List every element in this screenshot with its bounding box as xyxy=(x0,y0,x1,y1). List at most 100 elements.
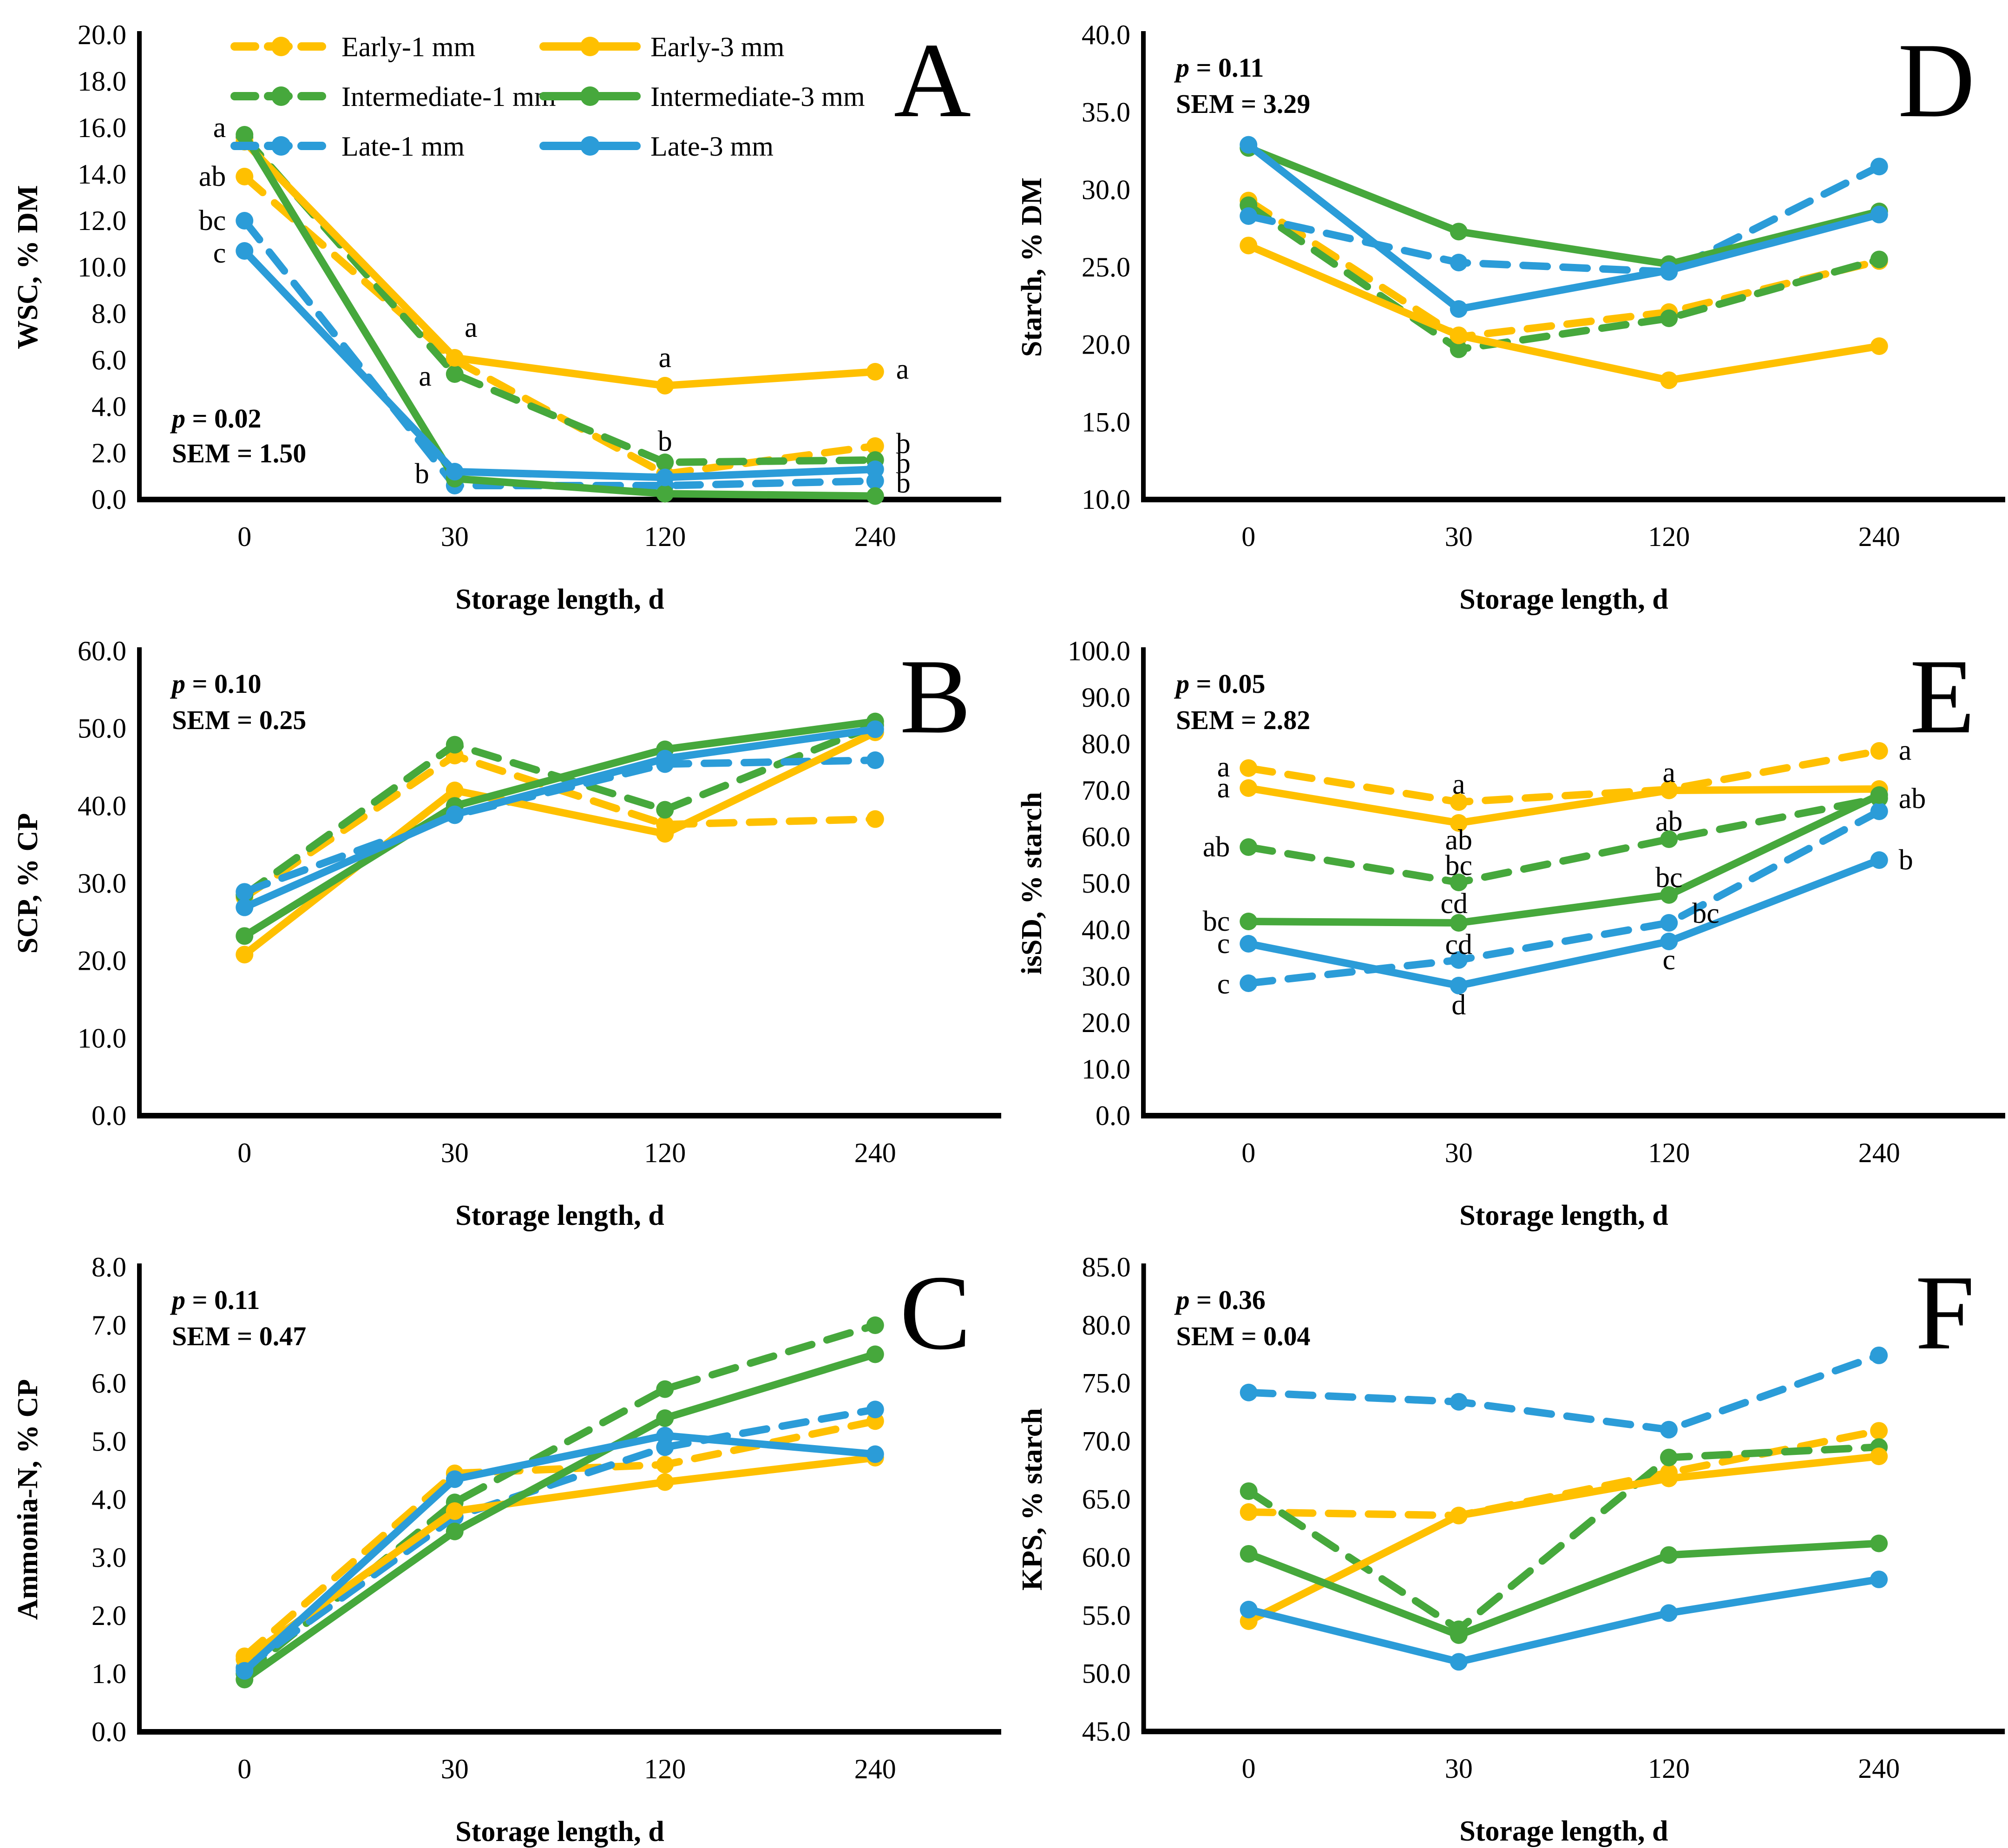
data-point-marker xyxy=(1240,1600,1258,1618)
y-tick-label: 3.0 xyxy=(92,1542,126,1573)
data-point-marker xyxy=(236,212,254,230)
y-tick-label: 70.0 xyxy=(1082,1426,1131,1457)
sem-value-text: SEM = 1.50 xyxy=(172,438,306,468)
data-point-marker xyxy=(236,1662,254,1680)
data-point-marker xyxy=(236,168,254,185)
data-point-marker xyxy=(656,454,674,471)
data-point-marker xyxy=(866,751,884,769)
data-point-marker xyxy=(866,810,884,828)
significance-letter: ab xyxy=(1203,831,1230,863)
x-axis-title: Storage length, d xyxy=(455,1200,664,1231)
data-point-marker xyxy=(1450,1393,1468,1411)
data-point-marker xyxy=(656,1473,674,1491)
data-point-marker xyxy=(1660,782,1678,799)
data-point-marker xyxy=(1870,851,1888,869)
data-point-marker xyxy=(1450,874,1468,891)
y-tick-label: 4.0 xyxy=(92,1484,126,1515)
significance-letter: b xyxy=(896,467,911,499)
x-tick-label: 30 xyxy=(1445,1753,1473,1784)
y-tick-label: 90.0 xyxy=(1082,682,1130,713)
x-tick-label: 30 xyxy=(441,1754,469,1784)
data-point-marker xyxy=(1660,886,1678,904)
significance-letter: c xyxy=(1217,928,1230,960)
data-point-marker xyxy=(1240,935,1258,953)
data-point-marker xyxy=(236,883,254,901)
data-point-marker xyxy=(446,1522,464,1540)
x-tick-label: 120 xyxy=(644,1138,686,1168)
significance-letter: bc xyxy=(1692,898,1719,929)
data-point-marker xyxy=(1240,913,1258,930)
significance-letter: b xyxy=(415,458,429,490)
significance-letter: c xyxy=(213,237,226,269)
data-point-marker xyxy=(1660,933,1678,950)
y-tick-label: 50.0 xyxy=(1082,1658,1131,1689)
x-tick-label: 120 xyxy=(1648,521,1690,552)
data-point-marker xyxy=(1660,1604,1678,1622)
y-tick-label: 2.0 xyxy=(92,1600,126,1631)
sem-value-text: SEM = 0.47 xyxy=(172,1321,306,1351)
chart-canvas-scp: 0.0 10.0 20.0 30.0 40.0 50.0 60.0 0 30 120 240 Stor… xyxy=(12,636,1001,1231)
y-tick-label: 20.0 xyxy=(78,946,126,976)
y-axis-title: isSD, % starch xyxy=(1016,792,1048,974)
x-tick-label: 240 xyxy=(854,521,896,552)
data-point-marker xyxy=(1240,136,1258,154)
data-point-marker xyxy=(1870,1346,1888,1364)
series-line xyxy=(1245,784,1883,827)
x-tick-label: 0 xyxy=(237,521,251,552)
data-point-marker xyxy=(656,801,674,819)
y-tick-label: 8.0 xyxy=(92,298,126,329)
legend-swatch-marker xyxy=(271,37,291,56)
sem-value-text: SEM = 2.82 xyxy=(1176,705,1310,735)
data-point-marker xyxy=(1240,207,1258,225)
data-point-marker xyxy=(866,1345,884,1363)
significance-letter: b xyxy=(896,428,911,460)
p-value-text: p = 0.11 xyxy=(1174,53,1264,83)
data-point-marker xyxy=(1660,1469,1678,1487)
data-point-marker xyxy=(866,437,884,455)
data-point-marker xyxy=(1240,1545,1258,1563)
y-tick-label: 0.0 xyxy=(92,484,126,515)
y-tick-label: 75.0 xyxy=(1082,1368,1131,1399)
data-point-marker xyxy=(1240,1482,1258,1500)
series-line xyxy=(241,1432,879,1675)
data-point-marker xyxy=(866,363,884,381)
data-point-marker xyxy=(866,487,884,505)
y-tick-label: 5.0 xyxy=(92,1426,126,1457)
series-line xyxy=(1245,163,1883,276)
x-tick-label: 240 xyxy=(854,1754,896,1784)
data-point-marker xyxy=(656,750,674,768)
y-tick-label: 65.0 xyxy=(1082,1484,1131,1515)
significance-letter: ab xyxy=(1655,806,1683,837)
y-tick-label: 14.0 xyxy=(78,159,126,190)
legend-item-label: Late-1 mm xyxy=(341,131,465,162)
series-line xyxy=(1245,1443,1883,1633)
significance-letter: a xyxy=(1452,769,1465,800)
p-value-text: p = 0.05 xyxy=(1174,669,1266,699)
series-line xyxy=(241,717,879,940)
data-point-marker xyxy=(236,898,254,916)
data-point-marker xyxy=(236,242,254,260)
y-tick-label: 15.0 xyxy=(1082,407,1130,437)
legend-item-label: Early-3 mm xyxy=(650,32,784,62)
series-line xyxy=(241,247,879,481)
series-line xyxy=(1245,1539,1883,1639)
data-point-marker xyxy=(1660,1448,1678,1467)
y-tick-label: 10.0 xyxy=(1082,484,1130,515)
significance-letter: bc xyxy=(1655,862,1683,894)
x-tick-label: 0 xyxy=(1241,1138,1255,1168)
chart-panel-c: 0.0 1.0 2.0 3.0 4.0 5.0 6.0 7.0 8.0 0 30 120 240 Stor… xyxy=(0,1232,1004,1848)
y-axis-title: WSC, % DM xyxy=(12,185,44,349)
y-tick-label: 12.0 xyxy=(78,205,126,236)
x-tick-label: 120 xyxy=(1648,1753,1690,1784)
p-value-text: p = 0.36 xyxy=(1174,1285,1266,1315)
y-tick-label: 0.0 xyxy=(1096,1100,1130,1131)
significance-letter: a xyxy=(465,312,478,343)
data-point-marker xyxy=(1870,1447,1888,1466)
x-tick-label: 30 xyxy=(1445,521,1473,552)
significance-letter: d xyxy=(1451,989,1466,1021)
legend-swatch-marker xyxy=(580,136,600,156)
data-point-marker xyxy=(1450,1506,1468,1525)
x-tick-label: 240 xyxy=(1858,1753,1900,1784)
y-tick-label: 100.0 xyxy=(1068,636,1130,666)
significance-letter: a xyxy=(896,354,909,385)
